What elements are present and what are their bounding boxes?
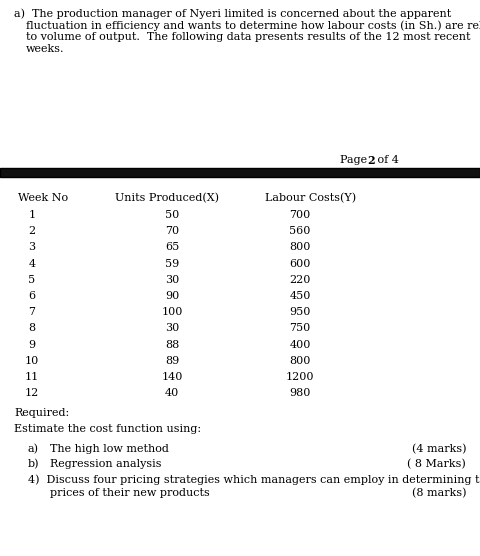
Text: Regression analysis: Regression analysis [50,459,161,469]
Text: 5: 5 [28,275,36,285]
Text: 30: 30 [165,275,179,285]
Text: 88: 88 [165,340,179,350]
Text: 2: 2 [28,226,36,236]
Text: 750: 750 [289,324,311,334]
Text: prices of their new products: prices of their new products [50,488,210,498]
Text: 40: 40 [165,388,179,398]
Text: 400: 400 [289,340,311,350]
Text: a)  The production manager of Nyeri limited is concerned about the apparent: a) The production manager of Nyeri limit… [14,8,451,18]
Text: 90: 90 [165,291,179,301]
Text: ( 8 Marks): ( 8 Marks) [407,459,466,470]
Text: 65: 65 [165,242,179,252]
Text: 4)  Discuss four pricing strategies which managers can employ in determining the: 4) Discuss four pricing strategies which… [28,474,480,485]
Text: of 4: of 4 [374,155,399,165]
Text: 220: 220 [289,275,311,285]
Text: 4: 4 [28,259,36,269]
Text: 2: 2 [367,155,374,166]
Text: b): b) [28,459,39,470]
Text: Page: Page [340,155,371,165]
Text: 30: 30 [165,324,179,334]
Text: Labour Costs(Y): Labour Costs(Y) [265,193,356,203]
Text: 11: 11 [25,372,39,382]
Text: 8: 8 [28,324,36,334]
Text: Week No: Week No [18,193,68,203]
Text: 600: 600 [289,259,311,269]
Text: 59: 59 [165,259,179,269]
FancyBboxPatch shape [0,168,480,177]
Text: Required:: Required: [14,409,69,419]
Text: 700: 700 [289,210,311,220]
Text: 140: 140 [161,372,183,382]
Text: 50: 50 [165,210,179,220]
Text: 7: 7 [28,307,36,317]
Text: 560: 560 [289,226,311,236]
Text: 3: 3 [28,242,36,252]
Text: (4 marks): (4 marks) [411,444,466,455]
Text: 6: 6 [28,291,36,301]
Text: Units Produced(X): Units Produced(X) [115,193,219,203]
Text: (8 marks): (8 marks) [411,488,466,499]
Text: fluctuation in efficiency and wants to determine how labour costs (in Sh.) are r: fluctuation in efficiency and wants to d… [26,20,480,31]
Text: 450: 450 [289,291,311,301]
Text: 89: 89 [165,356,179,366]
Text: 800: 800 [289,242,311,252]
Text: weeks.: weeks. [26,44,64,54]
Text: 950: 950 [289,307,311,317]
Text: to volume of output.  The following data presents results of the 12 most recent: to volume of output. The following data … [26,32,470,42]
Text: 10: 10 [25,356,39,366]
Text: a): a) [28,444,39,455]
Text: The high low method: The high low method [50,444,169,454]
Text: 100: 100 [161,307,183,317]
Text: 800: 800 [289,356,311,366]
Text: Estimate the cost function using:: Estimate the cost function using: [14,424,201,434]
Text: 12: 12 [25,388,39,398]
Text: 9: 9 [28,340,36,350]
Text: 70: 70 [165,226,179,236]
Text: 1200: 1200 [286,372,314,382]
Text: 980: 980 [289,388,311,398]
Text: 1: 1 [28,210,36,220]
